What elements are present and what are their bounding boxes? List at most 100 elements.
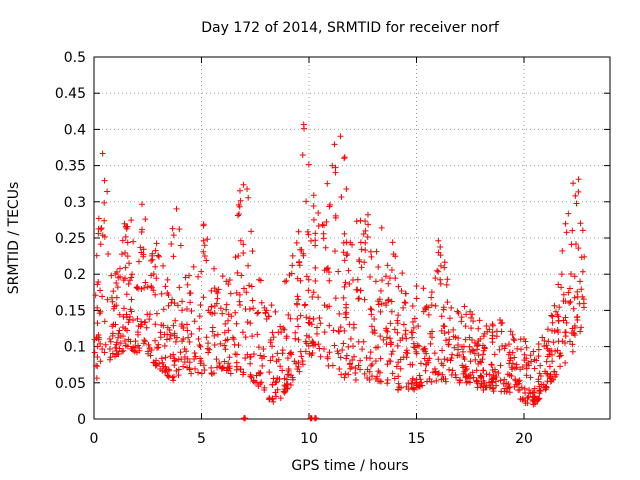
data-point [213, 300, 220, 307]
data-point [435, 268, 442, 275]
data-point [205, 340, 212, 347]
data-point [492, 368, 499, 375]
data-point [196, 342, 203, 349]
data-point [566, 299, 573, 306]
data-point [211, 285, 218, 292]
data-point [279, 347, 286, 354]
data-point [474, 384, 481, 391]
data-point [394, 386, 401, 393]
data-point [367, 355, 374, 362]
data-point [551, 368, 558, 375]
data-point [466, 334, 473, 341]
data-point [183, 321, 190, 328]
data-point [491, 351, 498, 358]
data-point [234, 212, 241, 219]
data-point [109, 332, 116, 339]
data-point [303, 332, 310, 339]
data-point [153, 357, 160, 364]
data-point [245, 194, 252, 201]
data-point [294, 366, 301, 373]
data-point [522, 389, 529, 396]
data-point [317, 320, 324, 327]
data-point [350, 324, 357, 331]
data-point [448, 304, 455, 311]
data-point [451, 344, 458, 351]
data-point [294, 315, 301, 322]
data-point [397, 337, 404, 344]
data-point [338, 371, 345, 378]
data-point [455, 335, 462, 342]
data-point [331, 342, 338, 349]
data-point [428, 302, 435, 309]
data-point [573, 200, 580, 207]
data-point [440, 322, 447, 329]
data-point [410, 384, 417, 391]
data-point [306, 315, 313, 322]
data-point [342, 370, 349, 377]
data-point [146, 316, 153, 323]
data-point [233, 289, 240, 296]
data-point [579, 268, 586, 275]
data-point [463, 373, 470, 380]
data-point [273, 393, 280, 400]
data-point [104, 296, 111, 303]
data-point [259, 362, 266, 369]
data-point [308, 237, 315, 244]
data-point [343, 186, 350, 193]
data-point [295, 323, 302, 330]
data-point [106, 356, 113, 363]
data-point [219, 310, 226, 317]
data-point [404, 350, 411, 357]
data-point [135, 342, 142, 349]
data-point [407, 361, 414, 368]
data-point [312, 230, 319, 237]
data-point [186, 272, 193, 279]
data-point [377, 333, 384, 340]
data-point [188, 331, 195, 337]
data-point [361, 296, 368, 303]
data-point [122, 233, 129, 240]
data-point [223, 301, 230, 308]
data-point [478, 359, 485, 366]
data-point [124, 343, 131, 350]
data-point [545, 338, 552, 345]
data-point [501, 376, 508, 383]
data-point [211, 310, 218, 317]
data-point [563, 319, 570, 326]
data-point [153, 362, 160, 369]
data-point [123, 225, 130, 232]
data-point [410, 340, 417, 347]
data-point [128, 274, 135, 281]
data-point [413, 376, 420, 383]
data-point [102, 341, 109, 348]
data-point [573, 314, 580, 321]
data-point [513, 361, 520, 368]
data-point [536, 370, 543, 377]
data-point [329, 162, 336, 169]
data-point [431, 350, 438, 357]
data-point [395, 312, 402, 319]
data-point [410, 324, 417, 331]
data-point [313, 330, 320, 337]
data-point [526, 387, 533, 394]
data-point [272, 308, 279, 315]
data-point [402, 331, 409, 338]
data-point [283, 376, 290, 383]
x-tick-label: 10 [300, 431, 318, 447]
data-point [146, 345, 153, 352]
chart-title: Day 172 of 2014, SRMTID for receiver nor… [201, 20, 500, 36]
data-point [135, 258, 142, 265]
data-point [437, 262, 444, 269]
data-point [562, 359, 569, 366]
data-point [153, 275, 160, 282]
data-point [248, 228, 255, 235]
data-point [255, 309, 262, 316]
data-point [287, 381, 294, 388]
data-point [473, 367, 480, 374]
data-point [129, 345, 136, 352]
data-point [109, 350, 116, 357]
data-point [521, 351, 528, 358]
data-point [378, 224, 385, 231]
data-point [152, 263, 159, 270]
data-point [340, 294, 347, 301]
